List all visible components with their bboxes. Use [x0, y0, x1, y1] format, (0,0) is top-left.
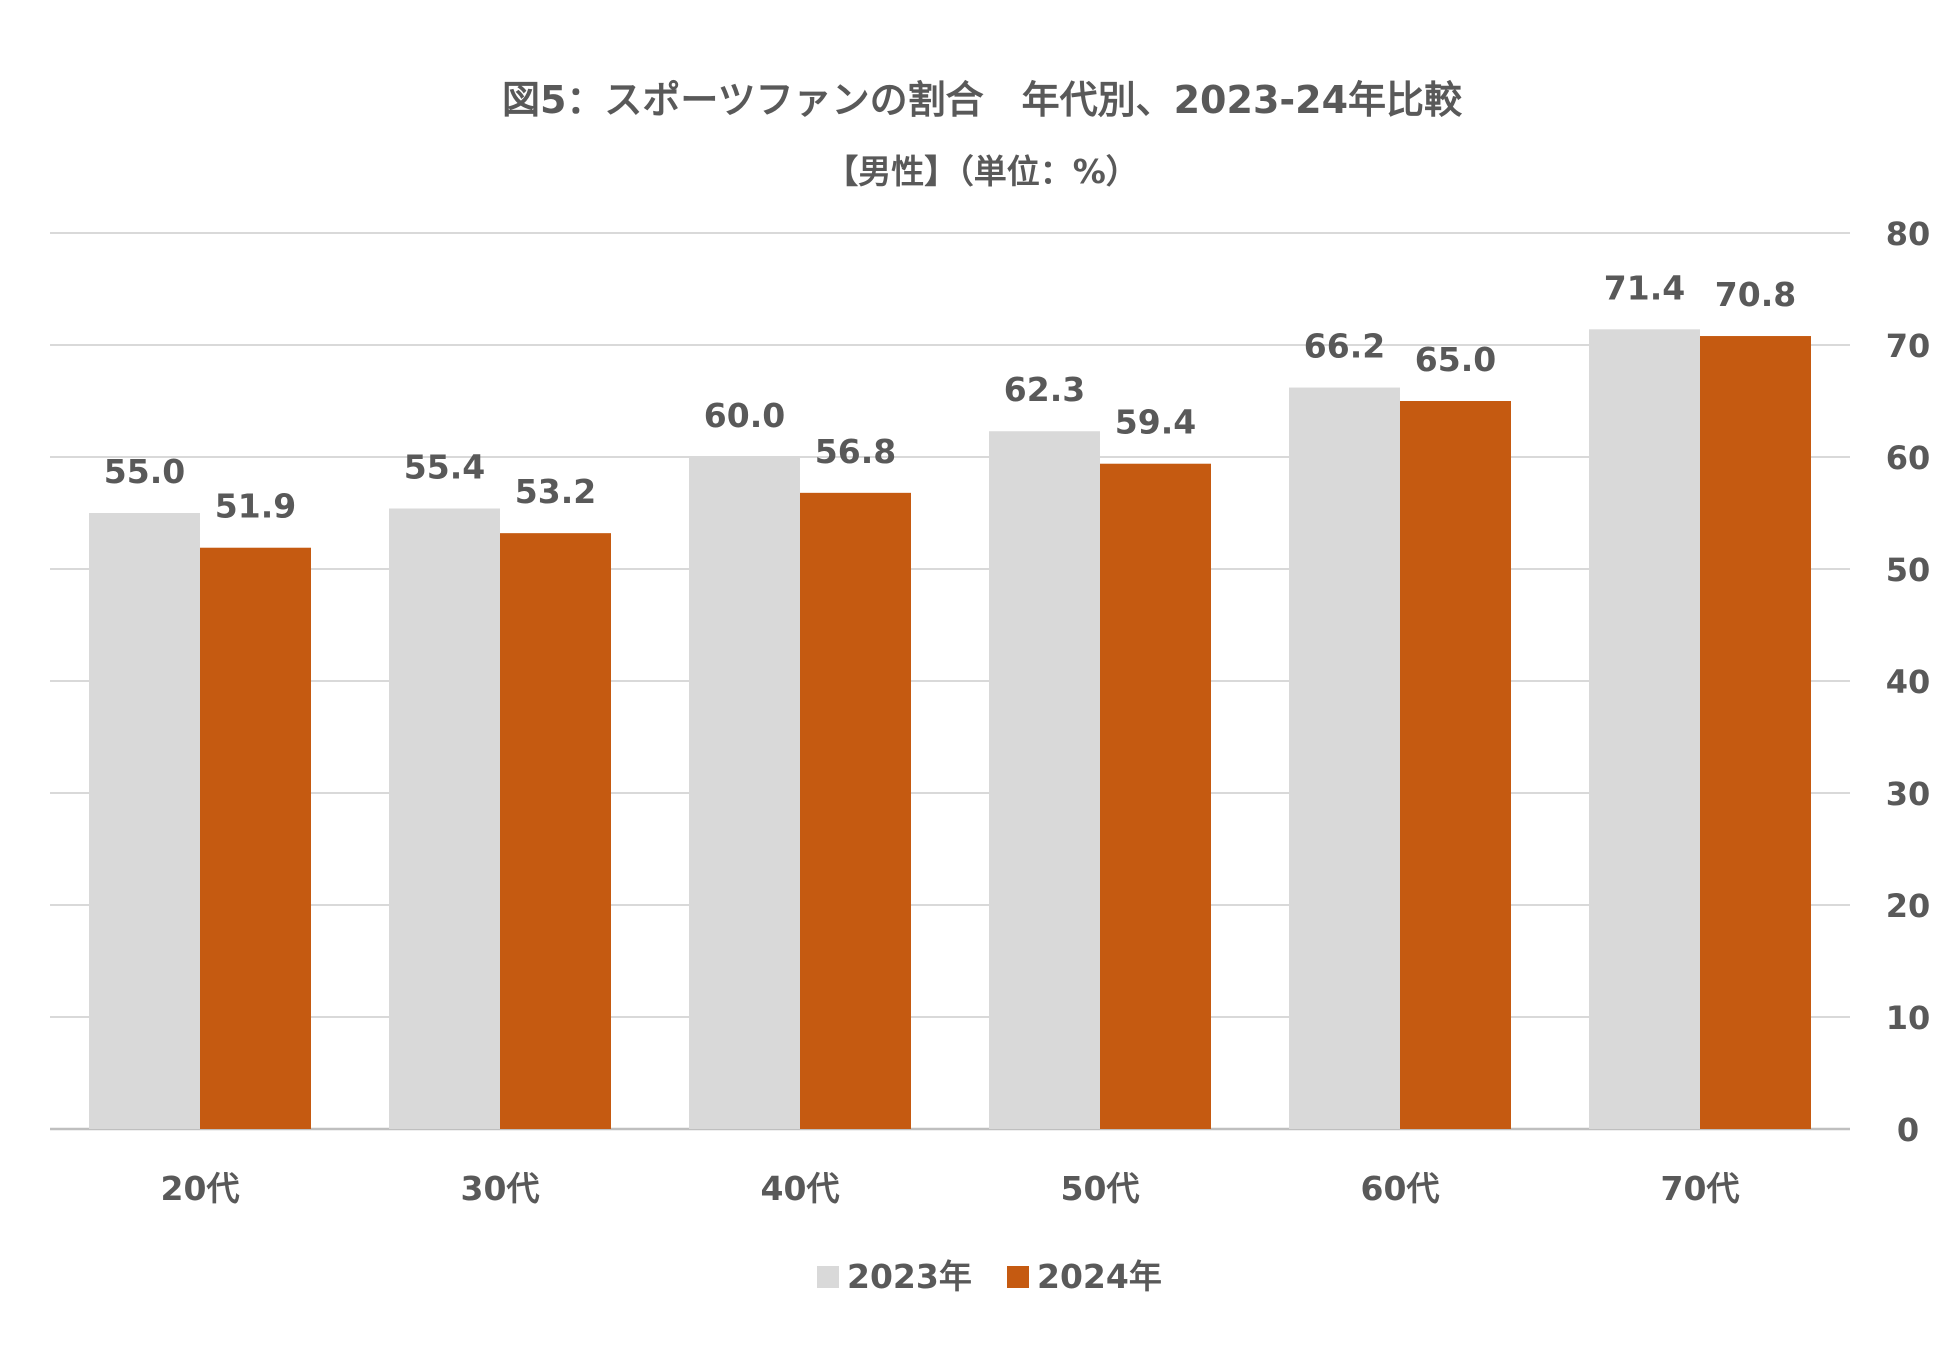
legend-label: 2023年	[847, 1257, 972, 1296]
bar-series-a	[1289, 387, 1400, 1129]
y-tick-label: 50	[1886, 551, 1931, 589]
y-tick-label: 40	[1886, 663, 1931, 701]
x-tick-label: 20代	[161, 1169, 240, 1208]
axes: 0 10 20 30 40 50 60 70 80 20代 30代 40代 50代 60代 70代	[161, 215, 1931, 1208]
bar-series-b	[800, 492, 911, 1130]
bar-series-a	[1589, 329, 1700, 1129]
y-tick-label: 0	[1897, 1111, 1919, 1149]
x-tick-label: 70代	[1661, 1169, 1740, 1208]
y-tick-label: 80	[1886, 215, 1931, 253]
x-tick-label: 40代	[761, 1169, 840, 1208]
legend: 2023年 2024年	[817, 1257, 1162, 1296]
y-tick-label: 30	[1886, 775, 1931, 813]
data-label: 55.0	[104, 452, 185, 491]
y-tick-label: 60	[1886, 439, 1931, 477]
bar-series-a	[89, 513, 200, 1129]
legend-swatch	[1007, 1266, 1029, 1288]
bar-series-a	[989, 431, 1100, 1129]
y-tick-label: 10	[1886, 999, 1931, 1037]
chart-title: 図5：スポーツファンの割合 年代別、2023-24年比較	[502, 78, 1463, 122]
bar-series-b	[1700, 336, 1811, 1129]
y-tick-label: 20	[1886, 887, 1931, 925]
bar-series-b	[1400, 401, 1511, 1129]
chart-subtitle: 【男性】（単位：%）	[825, 152, 1139, 191]
bar-series-b	[500, 533, 611, 1129]
bar-series-b	[200, 547, 311, 1129]
bar-series-b	[1100, 463, 1211, 1130]
gridlines	[50, 232, 1850, 1131]
x-tick-label: 50代	[1061, 1169, 1140, 1208]
bar-series-a	[689, 457, 800, 1129]
data-labels: 55.0 51.9 55.4 53.2 60.0 56.8 62.3 59.4 66.2 65.0…	[104, 268, 1796, 525]
data-label: 70.8	[1715, 275, 1796, 314]
data-label: 51.9	[215, 487, 296, 526]
data-label: 60.0	[704, 396, 785, 435]
legend-swatch	[817, 1266, 839, 1288]
bar-series-a	[389, 508, 500, 1129]
data-label: 71.4	[1604, 268, 1685, 307]
data-label: 65.0	[1415, 340, 1496, 379]
y-tick-label: 70	[1886, 327, 1931, 365]
data-label: 62.3	[1004, 370, 1085, 409]
data-label: 53.2	[515, 472, 596, 511]
legend-label: 2024年	[1037, 1257, 1162, 1296]
data-label: 55.4	[404, 448, 485, 487]
data-label: 59.4	[1115, 403, 1196, 442]
bars	[89, 329, 1811, 1130]
data-label: 66.2	[1304, 327, 1385, 366]
data-label: 56.8	[815, 432, 896, 471]
x-tick-label: 60代	[1361, 1169, 1440, 1208]
x-tick-label: 30代	[461, 1169, 540, 1208]
